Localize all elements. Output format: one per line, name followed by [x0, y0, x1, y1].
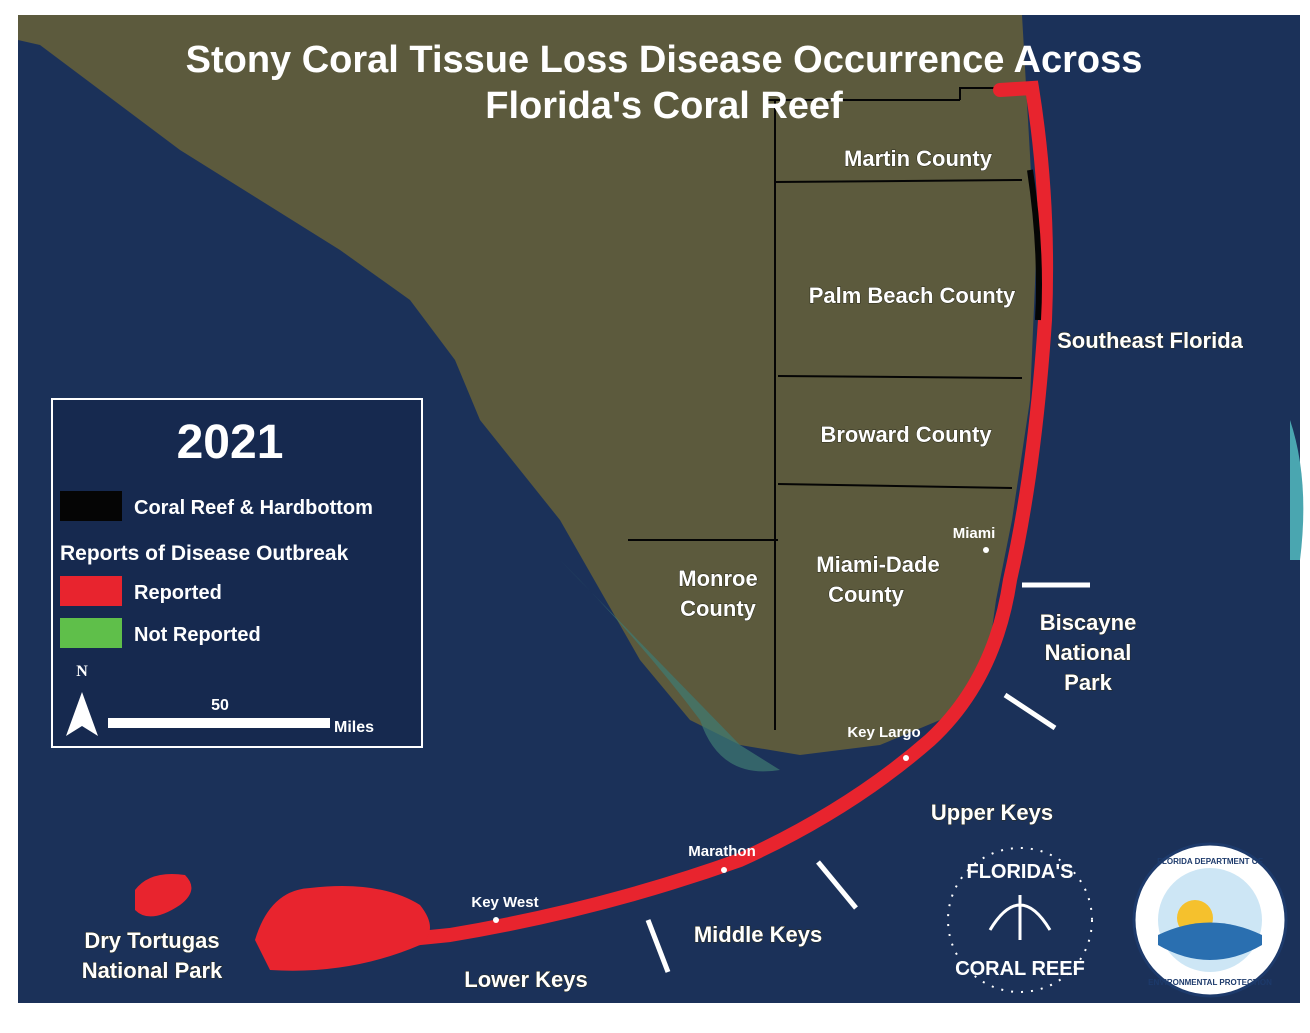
region-label: National	[1045, 640, 1132, 665]
reported-reef	[263, 80, 1054, 952]
logo-water	[1158, 922, 1262, 960]
city-dot	[721, 867, 727, 873]
scale-value: 50	[211, 697, 229, 714]
city-dot	[903, 755, 909, 761]
county-label: County	[828, 582, 905, 607]
city-dot	[493, 917, 499, 923]
legend-swatch	[60, 576, 122, 606]
logo-text: CORAL REEF	[955, 958, 1085, 980]
region-label: Lower Keys	[464, 967, 588, 992]
county-label: Broward County	[820, 422, 992, 447]
tick	[645, 919, 671, 973]
legend-section: Reports of Disease Outbreak	[60, 542, 349, 565]
region-label: Upper Keys	[931, 800, 1053, 825]
legend-label: Reported	[134, 582, 222, 604]
north-arrow	[66, 692, 98, 736]
legend-box	[51, 398, 423, 748]
county-label: County	[680, 596, 757, 621]
title: Stony Coral Tissue Loss Disease Occurren…	[186, 39, 1143, 81]
region-label: Biscayne	[1040, 610, 1137, 635]
city-dot	[983, 547, 989, 553]
dep-logo: FLORIDA DEPARTMENT OF ENVIRONMENTAL PROT…	[1132, 842, 1288, 998]
city-dots	[493, 547, 989, 923]
scale-unit: Miles	[334, 719, 374, 736]
county-label: Martin County	[844, 146, 993, 171]
region-label: National Park	[82, 958, 223, 983]
legend-swatch	[60, 618, 122, 648]
tick	[1003, 692, 1057, 731]
bahamas-bank	[1290, 420, 1304, 560]
logo-text: ENVIRONMENTAL PROTECTION	[1148, 978, 1272, 987]
county-line	[628, 99, 1023, 730]
county-label: Miami-Dade	[816, 552, 939, 577]
tick	[816, 860, 858, 910]
region-label: Park	[1064, 670, 1112, 695]
county-label: Palm Beach County	[809, 283, 1016, 308]
logo-ring	[947, 847, 1093, 993]
reef-logo: FLORIDA'S CORAL REEF	[947, 847, 1093, 993]
title: Florida's Coral Reef	[485, 85, 843, 127]
scale-bar	[108, 718, 330, 728]
logo-text: FLORIDA'S	[967, 861, 1074, 883]
north-label: N	[76, 663, 88, 680]
city-label: Key Largo	[847, 724, 920, 741]
legend-label: Coral Reef & Hardbottom	[134, 497, 373, 519]
city-label: Miami	[953, 525, 996, 542]
legend: 2021 Coral Reef & Hardbottom Reports of …	[51, 398, 423, 748]
legend-swatch	[60, 491, 122, 521]
city-label: Key West	[471, 894, 538, 911]
region-label: Middle Keys	[694, 922, 822, 947]
legend-year: 2021	[177, 416, 284, 469]
county-label: Monroe	[678, 566, 757, 591]
region-ticks	[645, 582, 1090, 973]
region-label: Southeast Florida	[1057, 328, 1244, 353]
city-label: Marathon	[688, 843, 756, 860]
region-label: Dry Tortugas	[84, 928, 219, 953]
mainland	[18, 15, 1036, 755]
legend-label: Not Reported	[134, 624, 261, 646]
logo-text: FLORIDA DEPARTMENT OF	[1157, 857, 1263, 866]
dry-tortugas-reef	[135, 874, 192, 917]
logo-coral	[988, 895, 1052, 940]
reef-hardbottom	[1027, 169, 1042, 321]
reported-reef	[255, 886, 430, 971]
